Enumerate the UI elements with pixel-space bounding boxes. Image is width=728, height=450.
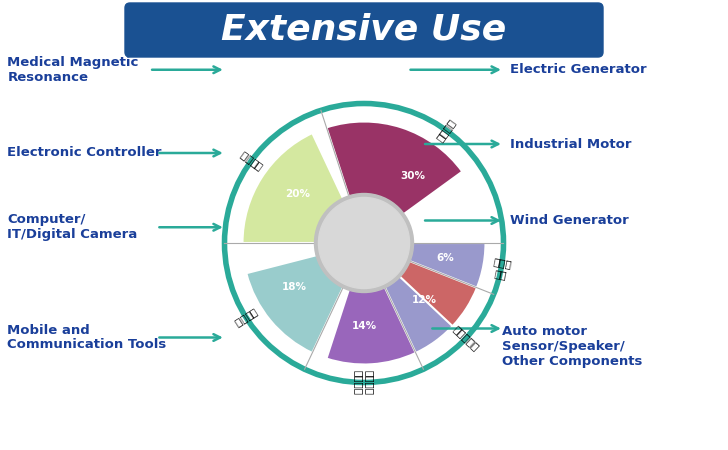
Circle shape <box>318 198 410 288</box>
Text: 12%: 12% <box>412 295 437 305</box>
Text: Industrial Motor: Industrial Motor <box>510 138 631 150</box>
Text: Auto motor
Sensor/Speaker/
Other Components: Auto motor Sensor/Speaker/ Other Compone… <box>502 325 643 368</box>
Text: Electric Generator: Electric Generator <box>510 63 646 76</box>
Text: 20%: 20% <box>285 189 309 199</box>
Text: Extensive Use: Extensive Use <box>221 13 507 47</box>
Text: 6%: 6% <box>436 253 454 264</box>
Wedge shape <box>364 243 477 326</box>
Wedge shape <box>242 133 364 243</box>
Text: 医疗及
其他: 医疗及 其他 <box>490 257 513 282</box>
Text: 14%: 14% <box>352 320 376 331</box>
Text: 汽车部件: 汽车部件 <box>238 149 264 172</box>
Text: 18%: 18% <box>282 282 306 292</box>
Wedge shape <box>326 243 416 365</box>
Text: Electronic Controller: Electronic Controller <box>7 147 162 159</box>
Wedge shape <box>246 243 364 353</box>
Wedge shape <box>326 122 462 243</box>
Text: 通讯工具: 通讯工具 <box>233 307 259 329</box>
Wedge shape <box>326 243 486 365</box>
Text: 家用电器
办公工具: 家用电器 办公工具 <box>353 370 375 395</box>
Text: Medical Magnetic
Resonance: Medical Magnetic Resonance <box>7 56 138 84</box>
Text: 30%: 30% <box>400 171 425 181</box>
Text: Wind Generator: Wind Generator <box>510 214 628 227</box>
Text: 电子控制器: 电子控制器 <box>451 324 480 353</box>
Text: Mobile and
Communication Tools: Mobile and Communication Tools <box>7 324 167 351</box>
Text: Computer/
IT/Digital Camera: Computer/ IT/Digital Camera <box>7 213 138 241</box>
FancyBboxPatch shape <box>125 3 603 57</box>
Circle shape <box>314 194 414 292</box>
Text: 各类电机: 各类电机 <box>435 117 457 143</box>
